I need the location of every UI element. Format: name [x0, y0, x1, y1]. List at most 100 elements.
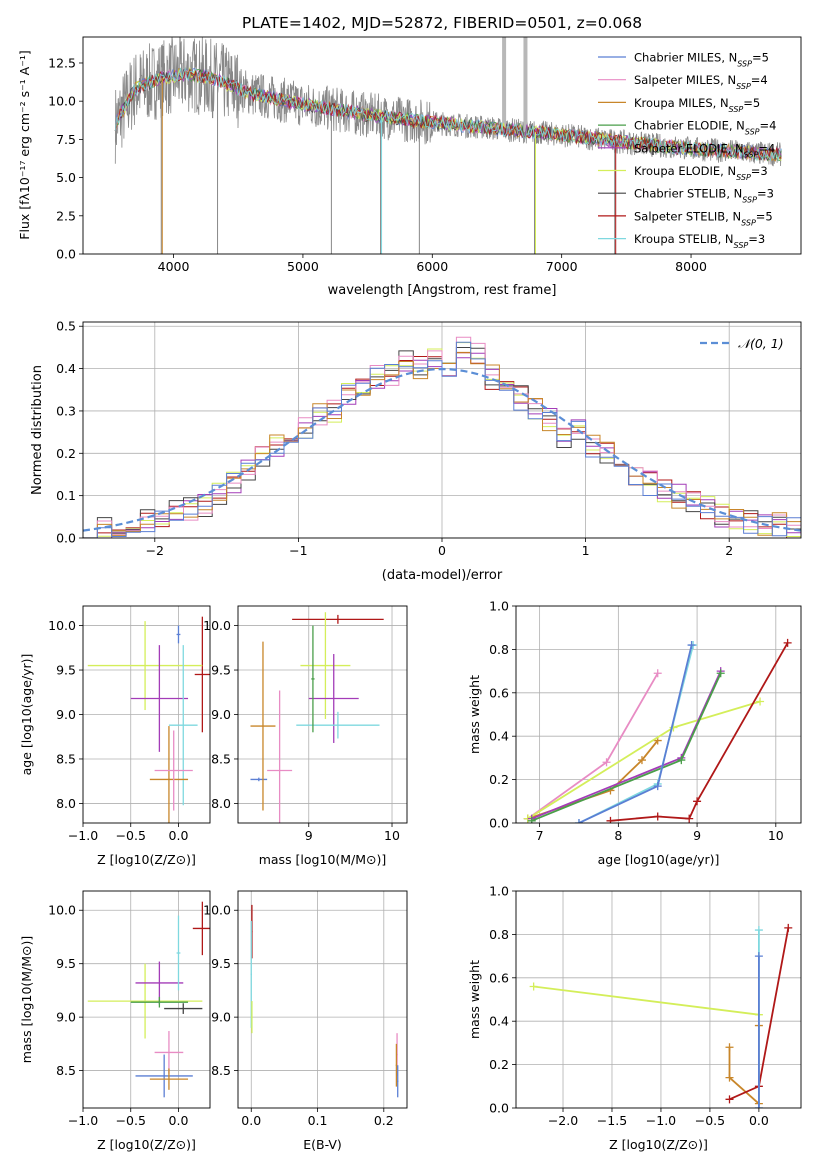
- x-axis-label: age [log10(age/yr)]: [598, 852, 720, 867]
- legend-label: Chabrier STELIB, NSSP=3: [634, 187, 774, 205]
- y-axis-label: Normed distribution: [30, 365, 45, 495]
- y-tick-label: 0.2: [56, 446, 76, 461]
- y-tick-label: 9.0: [211, 707, 231, 722]
- x-tick-label: 0.0: [169, 1113, 189, 1128]
- histogram-step-line: [83, 341, 801, 538]
- axes-frame: [515, 605, 802, 824]
- x-tick-label: 5000: [287, 259, 319, 274]
- y-tick-label: 9.5: [56, 663, 76, 678]
- axes-frame: [237, 890, 408, 1109]
- y-tick-label: 5.0: [56, 170, 76, 185]
- data-point-marker: [783, 638, 792, 647]
- y-tick-label: 0.2: [489, 772, 509, 787]
- panel-age-vs-Z: −1.0 −0.5 0.0 8.0 8.5 9.0 9.5 10.0 Z [log10(Z/Z⊙…: [19, 605, 211, 867]
- y-axis-label: mass weight: [467, 960, 482, 1039]
- y-tick-label: 0.0: [489, 1101, 509, 1116]
- normal-distribution-curve: [83, 367, 801, 532]
- axes-frame: [82, 321, 802, 539]
- data-point-marker: [756, 697, 765, 706]
- x-axis-label: (data-model)/error: [382, 568, 503, 583]
- data-point-marker: [527, 816, 536, 823]
- observed-spectrum-line: [114, 37, 782, 167]
- x-tick-label: 7: [536, 828, 544, 843]
- y-tick-label: 1.0: [489, 884, 509, 899]
- data-point-marker: [784, 923, 793, 932]
- x-tick-label: −2: [146, 543, 164, 558]
- x-tick-label: 0.0: [749, 1113, 769, 1128]
- y-tick-label: 9.0: [211, 1010, 231, 1025]
- panel-weight-vs-Z: −2.0 −1.5 −1.0 −0.5 0.0 0.0 0.2 0.4 0.6 0.8 1.0 Z […: [467, 884, 802, 1152]
- x-tick-label: −2.0: [548, 1113, 578, 1128]
- legend-label: Kroupa MILES, NSSP=5: [634, 96, 760, 114]
- x-tick-label: 0: [438, 543, 446, 558]
- x-tick-label: 6000: [416, 259, 448, 274]
- y-tick-label: 8.5: [56, 751, 76, 766]
- axes-frame: [82, 890, 211, 1109]
- x-tick-label: 1: [582, 543, 590, 558]
- plot-area-spectrum: [114, 37, 782, 254]
- legend-label: Chabrier ELODIE, NSSP=4: [634, 119, 776, 137]
- panel-age-vs-mass: 9 10 8.0 8.5 9.0 9.5 10.0 mass [log10(M/M⊙)]: [203, 605, 408, 867]
- data-point-marker: [725, 1073, 734, 1082]
- plot-area-residuals: [83, 322, 801, 538]
- data-point-marker: [574, 819, 583, 823]
- y-tick-label: 8.5: [211, 1063, 231, 1078]
- y-tick-label: 0.6: [489, 685, 509, 700]
- x-tick-label: 4000: [158, 259, 190, 274]
- emission-spike: [523, 37, 528, 132]
- x-tick-label: −1.0: [646, 1113, 676, 1128]
- axes-frame: [82, 605, 211, 824]
- x-tick-label: −1.0: [68, 1113, 98, 1128]
- x-tick-label: −1.5: [597, 1113, 627, 1128]
- x-tick-label: 8: [614, 828, 622, 843]
- y-tick-label: 0.0: [489, 816, 509, 831]
- plot-area-weight-vs-age: [516, 606, 801, 823]
- mass-weight-line: [527, 739, 659, 820]
- y-tick-label: 1.0: [489, 599, 509, 614]
- plot-area-mass-vs-Z: [83, 891, 210, 1108]
- y-tick-label: 9.0: [56, 1010, 76, 1025]
- data-point-marker: [687, 641, 696, 650]
- data-point-marker: [653, 782, 662, 791]
- axes-frame: [82, 36, 802, 255]
- figure-title: PLATE=1402, MJD=52872, FIBERID=0501, z=0…: [242, 14, 642, 32]
- y-tick-label: 0.8: [489, 927, 509, 942]
- axes-frame: [515, 890, 802, 1109]
- legend-label: Kroupa ELODIE, NSSP=3: [634, 164, 768, 182]
- data-point-marker: [725, 1095, 734, 1104]
- x-axis-label: Z [log10(Z/Z⊙)]: [609, 1137, 708, 1152]
- data-point-marker: [716, 669, 725, 678]
- x-tick-label: −1: [289, 543, 307, 558]
- y-tick-label: 0.4: [489, 1014, 509, 1029]
- legend-label: Kroupa STELIB, NSSP=3: [634, 232, 765, 250]
- x-tick-label: 0.0: [169, 828, 189, 843]
- y-axis-label: Flux [fλ10⁻¹⁷ erg cm⁻² s⁻¹ A⁻¹]: [17, 50, 32, 239]
- y-tick-label: 9.5: [211, 663, 231, 678]
- legend-label: Salpeter STELIB, NSSP=5: [634, 209, 773, 227]
- x-tick-label: 10: [768, 828, 784, 843]
- x-tick-label: 10: [384, 828, 400, 843]
- y-tick-label: 0.6: [489, 970, 509, 985]
- y-tick-label: 10.0: [203, 618, 231, 633]
- data-point-marker: [653, 669, 662, 678]
- plot-area-age-vs-mass: [238, 606, 407, 823]
- legend-label: Chabrier MILES, NSSP=5: [634, 51, 769, 69]
- data-point-marker: [637, 756, 646, 765]
- panel-spectrum: 4000 5000 6000 7000 8000 0.0 2.5 5.0 7.5 10.0 12.5…: [17, 36, 802, 298]
- y-axis-label: mass [log10(M/M⊙)]: [19, 936, 34, 1064]
- data-point-marker: [754, 952, 763, 961]
- data-point-marker: [693, 797, 702, 806]
- y-tick-label: 9.5: [56, 956, 76, 971]
- data-point-marker: [725, 1043, 734, 1052]
- y-axis-label: age [log10(age/yr)]: [19, 654, 34, 776]
- x-axis-label: E(B-V): [303, 1137, 342, 1152]
- y-tick-label: 8.0: [56, 796, 76, 811]
- x-tick-label: −0.5: [116, 1113, 146, 1128]
- x-tick-label: 7000: [546, 259, 578, 274]
- axes-frame: [237, 605, 408, 824]
- y-tick-label: 9.5: [211, 956, 231, 971]
- x-axis-label: mass [log10(M/M⊙)]: [259, 852, 387, 867]
- x-tick-label: 2: [725, 543, 733, 558]
- panel-mass-vs-Z: −1.0 −0.5 0.0 8.5 9.0 9.5 10.0 Z [log10(Z/Z⊙)] m…: [19, 890, 211, 1152]
